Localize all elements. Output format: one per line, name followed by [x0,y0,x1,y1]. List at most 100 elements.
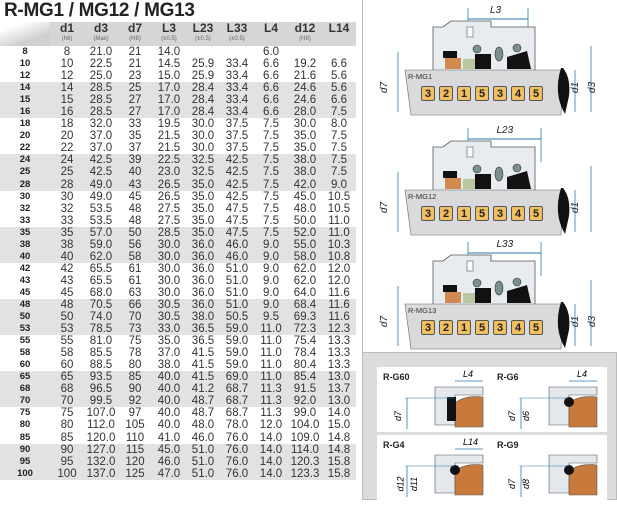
cell-L14: 5.6 [331,70,347,83]
table-row: 22 22 37.0 37 21.5 30.0 37.5 7.5 35.0 7.5 [0,142,356,154]
column-tolerance: (Max) [93,36,109,42]
cell-L23: 51.0 [186,443,220,456]
cell-d12: 28.0 [288,106,322,119]
cell-L33: 50.5 [220,311,254,324]
cell-L14: 13.3 [327,347,351,360]
cell-L4: 7.5 [263,130,279,143]
cell-L3: 26.5 [152,178,186,191]
cell-L23: 25.9 [191,58,215,71]
cell-L33: 37.5 [225,118,249,131]
cell-L3: 30.5 [152,311,186,324]
cell-d1: 40 [50,250,84,263]
column-name: d7 [127,21,142,35]
cell-L3: 30.0 [157,286,181,299]
cell-L23: 38.0 [186,311,220,324]
cell-L14: 11.6 [322,311,356,324]
cell-L4: 9.0 [254,298,288,312]
cell-L3: 40.0 [157,407,181,420]
cell-d12: 30.0 [293,118,317,131]
cell-d3: 85.5 [89,347,113,360]
cell-d3: 42.5 [84,154,118,167]
cell-d1: 28 [50,178,84,191]
cell-d7: 37 [128,142,142,155]
cell-L14: 12.0 [327,262,351,275]
cell-d1: 14 [50,82,84,95]
cell-L23: 35.0 [186,178,220,191]
row-size-label: 100 [0,467,50,480]
cell-d7: 48 [128,202,142,215]
row-size-label: 50 [0,311,50,324]
cell-d12: 21.6 [293,70,317,83]
column-tolerance [322,34,356,45]
cell-d7: 97 [128,407,142,420]
cell-L33: 78.0 [225,419,249,432]
cell-L3: 21.5 [157,142,181,155]
cell-d7: 73 [118,323,152,336]
cell-L3: 14.0 [157,46,181,59]
cell-d7: 27 [118,94,152,107]
cell-L14: 7.5 [322,106,356,119]
cell-L3: 40.0 [152,371,186,384]
cell-L14: 8.0 [331,118,347,131]
seat-variant-label: R-G60 [383,372,410,382]
cell-d12: 72.3 [288,323,322,336]
cell-L33: 46.0 [220,238,254,251]
row-size-label: 10 [19,58,31,70]
cell-L33: 42.5 [220,154,254,167]
cell-d12: 75.4 [293,335,317,348]
row-size-label: 28 [0,178,50,191]
table-row: 30 30 49.0 45 26.5 35.0 42.5 7.5 45.0 10.5 [0,191,356,203]
diameter-label-d12: d12 [395,476,406,492]
cell-d12: 120.3 [288,455,322,468]
cell-d1: 70 [50,395,84,408]
cell-L14: 5.6 [322,82,356,95]
cell-L3: 30.0 [157,262,181,275]
cell-L3: 38.0 [157,359,181,372]
cell-L23: 30.0 [191,130,215,143]
cell-d1: 55 [60,335,74,348]
cell-d12: 114.0 [288,443,322,456]
cell-d3: 21.0 [89,46,113,59]
diameter-label-d1: d1 [570,315,582,328]
row-size-label: 30 [19,190,31,202]
table-row: 48 48 70.5 66 30.5 36.0 51.0 9.0 68.4 11.6 [0,298,356,312]
cell-L23: 32.5 [186,154,220,167]
cell-L4: 9.0 [254,238,288,251]
cell-L23: 30.0 [191,118,215,131]
cell-d7: 35 [128,130,142,143]
cell-L3: 45.0 [152,443,186,456]
cell-d1: 33 [60,214,74,227]
part-number-badge: 4 [511,206,525,221]
cell-d12: 42.0 [288,178,322,191]
seat-variant-r-g9: R-G9 d7 d8 [491,435,607,500]
cell-L14 [322,46,356,58]
cell-L33: 46.0 [220,250,254,263]
seal-drawing-r-mg13: L33 R-MG13 3 2 1 5 3 4 5 d7 d1 d3 [363,236,617,354]
cell-L33: 51.0 [225,262,249,275]
cell-L33: 42.5 [225,190,249,203]
cell-L23: 41.2 [186,383,220,396]
table-row: 16 16 28.5 27 17.0 28.4 33.4 6.6 28.0 7.5 [0,106,356,119]
table-row: 45 45 68.0 63 30.0 36.0 51.0 9.0 64.0 11.6 [0,287,356,299]
part-number-badge: 5 [475,86,489,101]
cell-L33: 42.5 [220,166,254,179]
column-header-d3: d3 (Max) [84,22,118,46]
cell-d1: 43 [60,274,74,287]
cell-d1: 65 [50,371,84,384]
cell-d1: 85 [60,431,74,444]
cell-L23: 41.5 [186,371,220,384]
cell-L33: 33.4 [220,82,254,95]
cell-d3: 57.0 [84,226,118,239]
row-size-label: 90 [0,443,50,456]
cell-L23: 36.5 [191,335,215,348]
cell-L4: 9.0 [263,274,279,287]
cell-d1: 53 [50,323,84,336]
row-size-label: 68 [0,383,50,396]
cell-L4: 11.0 [254,371,288,384]
cell-d12: 19.2 [293,58,317,71]
cell-L3: 22.5 [152,154,186,167]
cell-L4: 14.0 [254,467,288,480]
cell-L23: 35.0 [191,202,215,215]
cell-L14: 13.0 [322,395,356,408]
cell-L3: 19.5 [157,118,181,131]
